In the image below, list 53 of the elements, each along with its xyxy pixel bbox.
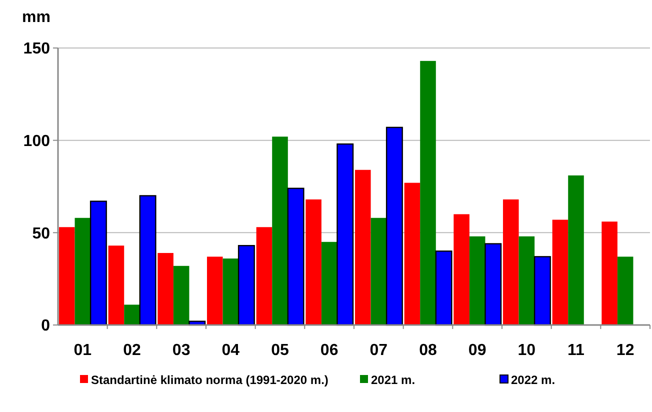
bar xyxy=(518,236,535,325)
bar xyxy=(124,304,140,325)
bar xyxy=(568,175,584,325)
bar xyxy=(370,218,387,325)
y-tick-label: 150 xyxy=(23,40,50,58)
x-tick-label: 10 xyxy=(518,342,536,359)
y-tick-label: 0 xyxy=(41,318,50,335)
bar xyxy=(602,222,618,325)
bar xyxy=(306,199,322,325)
x-tick-label: 06 xyxy=(320,342,338,359)
x-tick-label: 03 xyxy=(172,342,190,359)
bar xyxy=(139,195,156,326)
y-axis-title: mm xyxy=(22,9,50,26)
x-tick-label: 02 xyxy=(123,342,141,359)
bar xyxy=(272,136,288,325)
bar xyxy=(58,227,75,325)
bar xyxy=(108,246,124,325)
bar xyxy=(420,60,436,325)
legend-label: Standartinė klimato norma (1991-2020 m.) xyxy=(91,373,328,387)
legend-label: 2022 m. xyxy=(511,373,556,387)
bar xyxy=(238,244,255,326)
bar xyxy=(534,256,551,326)
bar xyxy=(435,250,452,326)
x-tick-label: 09 xyxy=(468,342,486,359)
x-tick-label: 08 xyxy=(419,342,437,359)
x-tick-label: 05 xyxy=(271,342,289,359)
legend-label: 2021 m. xyxy=(371,373,416,387)
bar xyxy=(502,199,519,325)
x-tick-label: 01 xyxy=(74,342,92,359)
y-tick-label: 100 xyxy=(23,132,50,150)
bar xyxy=(484,243,502,326)
x-tick-label: 07 xyxy=(370,342,388,359)
x-tick-label: 04 xyxy=(222,342,240,359)
bar xyxy=(158,252,174,325)
bar xyxy=(404,182,420,325)
bar xyxy=(454,214,470,325)
bar xyxy=(469,236,486,325)
x-tick-label: 11 xyxy=(568,342,585,359)
bar xyxy=(206,256,223,325)
y-tick-label: 50 xyxy=(32,225,50,242)
bar xyxy=(336,143,354,326)
bar xyxy=(74,218,91,325)
bar xyxy=(386,126,403,326)
bar xyxy=(222,258,239,325)
bar xyxy=(287,188,304,326)
bar xyxy=(256,227,272,325)
bar xyxy=(552,220,568,325)
bar xyxy=(321,242,338,325)
bar xyxy=(90,200,107,326)
bar xyxy=(173,266,190,325)
bar xyxy=(617,256,634,325)
x-tick-label: 12 xyxy=(616,342,634,359)
bar xyxy=(354,170,371,325)
